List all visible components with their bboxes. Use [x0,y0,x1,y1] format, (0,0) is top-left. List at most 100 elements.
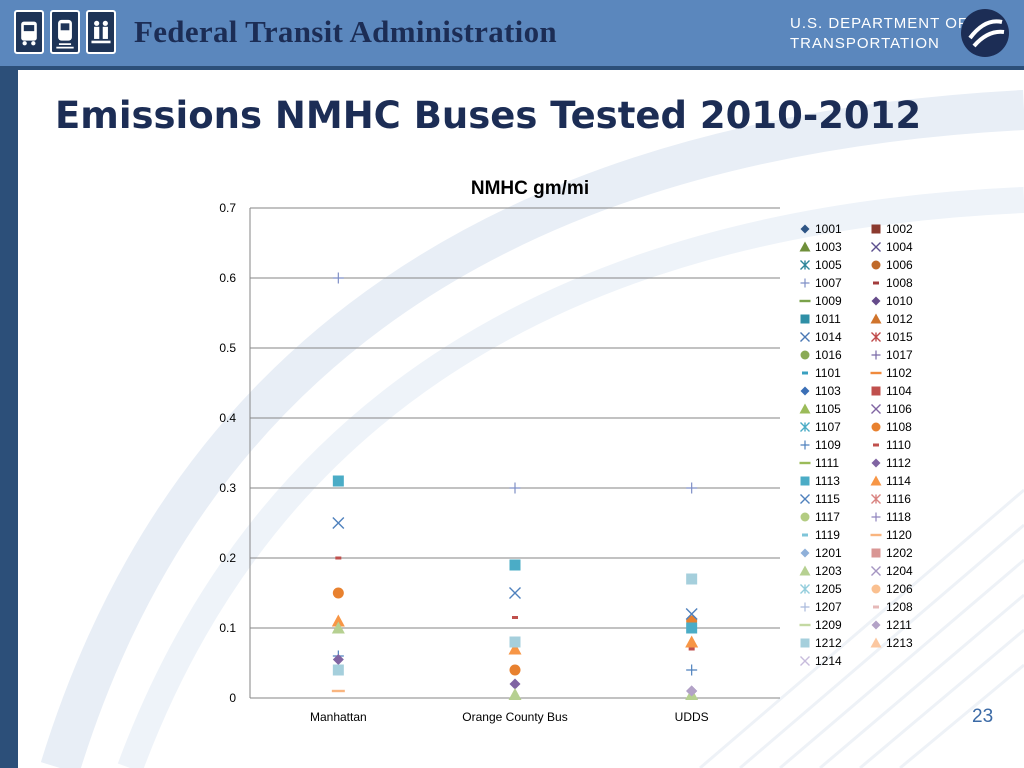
legend-marker [870,533,882,537]
slide-title: Emissions NMHC Buses Tested 2010-2012 [55,94,922,137]
legend-item: 1001 [800,222,842,236]
data-point [332,654,344,665]
legend-label: 1115 [815,492,840,506]
legend-item: 1208 [873,600,913,614]
legend-marker [799,403,811,414]
legend-marker [871,422,881,432]
legend-marker [871,620,881,630]
data-point [332,664,344,676]
legend-marker [871,386,881,396]
dot-logo-icon [961,9,1009,57]
legend-marker [799,299,811,303]
legend-marker [871,350,881,360]
legend-marker [800,584,810,594]
legend-marker [800,224,810,234]
legend-marker [802,533,808,537]
data-point [686,482,698,494]
nmhc-chart: NMHC gm/mi 0 0.1 0.2 0.3 0.4 0.5 0.6 0.7 Manhat… [219,178,913,724]
dept-line-1: U.S. DEPARTMENT OF [790,15,969,32]
data-point [332,517,345,529]
data-points [331,272,699,700]
legend-marker [871,332,881,342]
legend-label: 1114 [886,474,911,488]
legend-marker [799,623,811,627]
legend-label: 1002 [886,222,913,236]
legend-item: 1015 [871,330,913,344]
legend-marker [799,565,811,576]
legend-label: 1212 [815,636,842,650]
legend-label: 1109 [815,438,841,452]
data-point [686,685,698,697]
dept-line-2: TRANSPORTATION [790,35,940,52]
legend-label: 1108 [886,420,912,434]
legend-marker [800,278,810,288]
legend-marker [800,386,810,396]
legend-item: 1012 [870,312,913,326]
legend-item: 1109 [800,438,841,452]
data-point [509,636,521,648]
legend-label: 1017 [886,348,913,362]
legend-marker [800,602,810,612]
riders-icon [86,10,116,54]
legend-marker [871,224,881,234]
y-tick-label: 0 [229,691,236,705]
x-tick-label: UDDS [675,710,709,724]
legend-label: 1209 [815,618,842,632]
legend-marker [871,584,881,594]
legend-item: 1014 [800,330,842,344]
legend-marker [800,638,810,648]
legend-label: 1207 [815,600,842,614]
org-title: Federal Transit Administration [134,14,557,49]
legend-label: 1015 [886,330,913,344]
legend-marker [800,422,810,432]
legend-marker [800,332,810,342]
data-point [508,642,522,655]
data-point [509,559,521,571]
y-tick-label: 0.4 [219,411,236,425]
data-point [332,272,344,284]
legend-label: 1105 [815,402,841,416]
legend-marker [800,512,810,522]
legend-marker [873,443,879,447]
legend-marker [870,371,882,375]
data-point [686,622,698,634]
data-point [331,614,345,627]
legend-label: 1107 [815,420,841,434]
y-tick-label: 0.3 [219,481,236,495]
legend-item: 1113 [800,474,840,488]
legend-label: 1008 [886,276,913,290]
data-point [508,688,522,700]
x-tick-label: Orange County Bus [462,710,567,724]
legend-item: 1209 [799,618,842,632]
legend-item: 1202 [871,546,913,560]
legend-label: 1211 [886,618,912,632]
legend-item: 1117 [800,510,840,524]
legend-item: 1004 [871,240,913,254]
data-point [332,587,344,599]
legend-label: 1110 [886,438,911,452]
chart-gridlines [250,207,780,699]
legend-marker [799,241,811,252]
legend-item: 1118 [871,510,911,524]
data-point [335,556,342,560]
y-tick-label: 0.6 [219,271,236,285]
legend-item: 1213 [870,636,913,650]
legend-item: 1116 [871,492,911,506]
legend-label: 1119 [815,528,840,542]
legend-item: 1101 [802,366,841,380]
data-point [512,616,518,619]
y-tick-label: 0.7 [219,201,236,215]
x-axis-ticks: Manhattan Orange County Bus UDDS [310,710,709,724]
legend-item: 1207 [800,600,842,614]
legend-label: 1118 [886,510,911,524]
legend-label: 1106 [886,402,912,416]
legend-item: 1203 [799,564,842,578]
legend-item: 1010 [871,294,913,308]
train-icon [50,10,80,54]
legend-item: 1008 [873,276,913,290]
chart-title: NMHC gm/mi [471,178,589,199]
legend-item: 1212 [800,636,842,650]
legend-label: 1006 [886,258,913,272]
legend-marker [871,296,881,306]
legend-label: 1206 [886,582,913,596]
